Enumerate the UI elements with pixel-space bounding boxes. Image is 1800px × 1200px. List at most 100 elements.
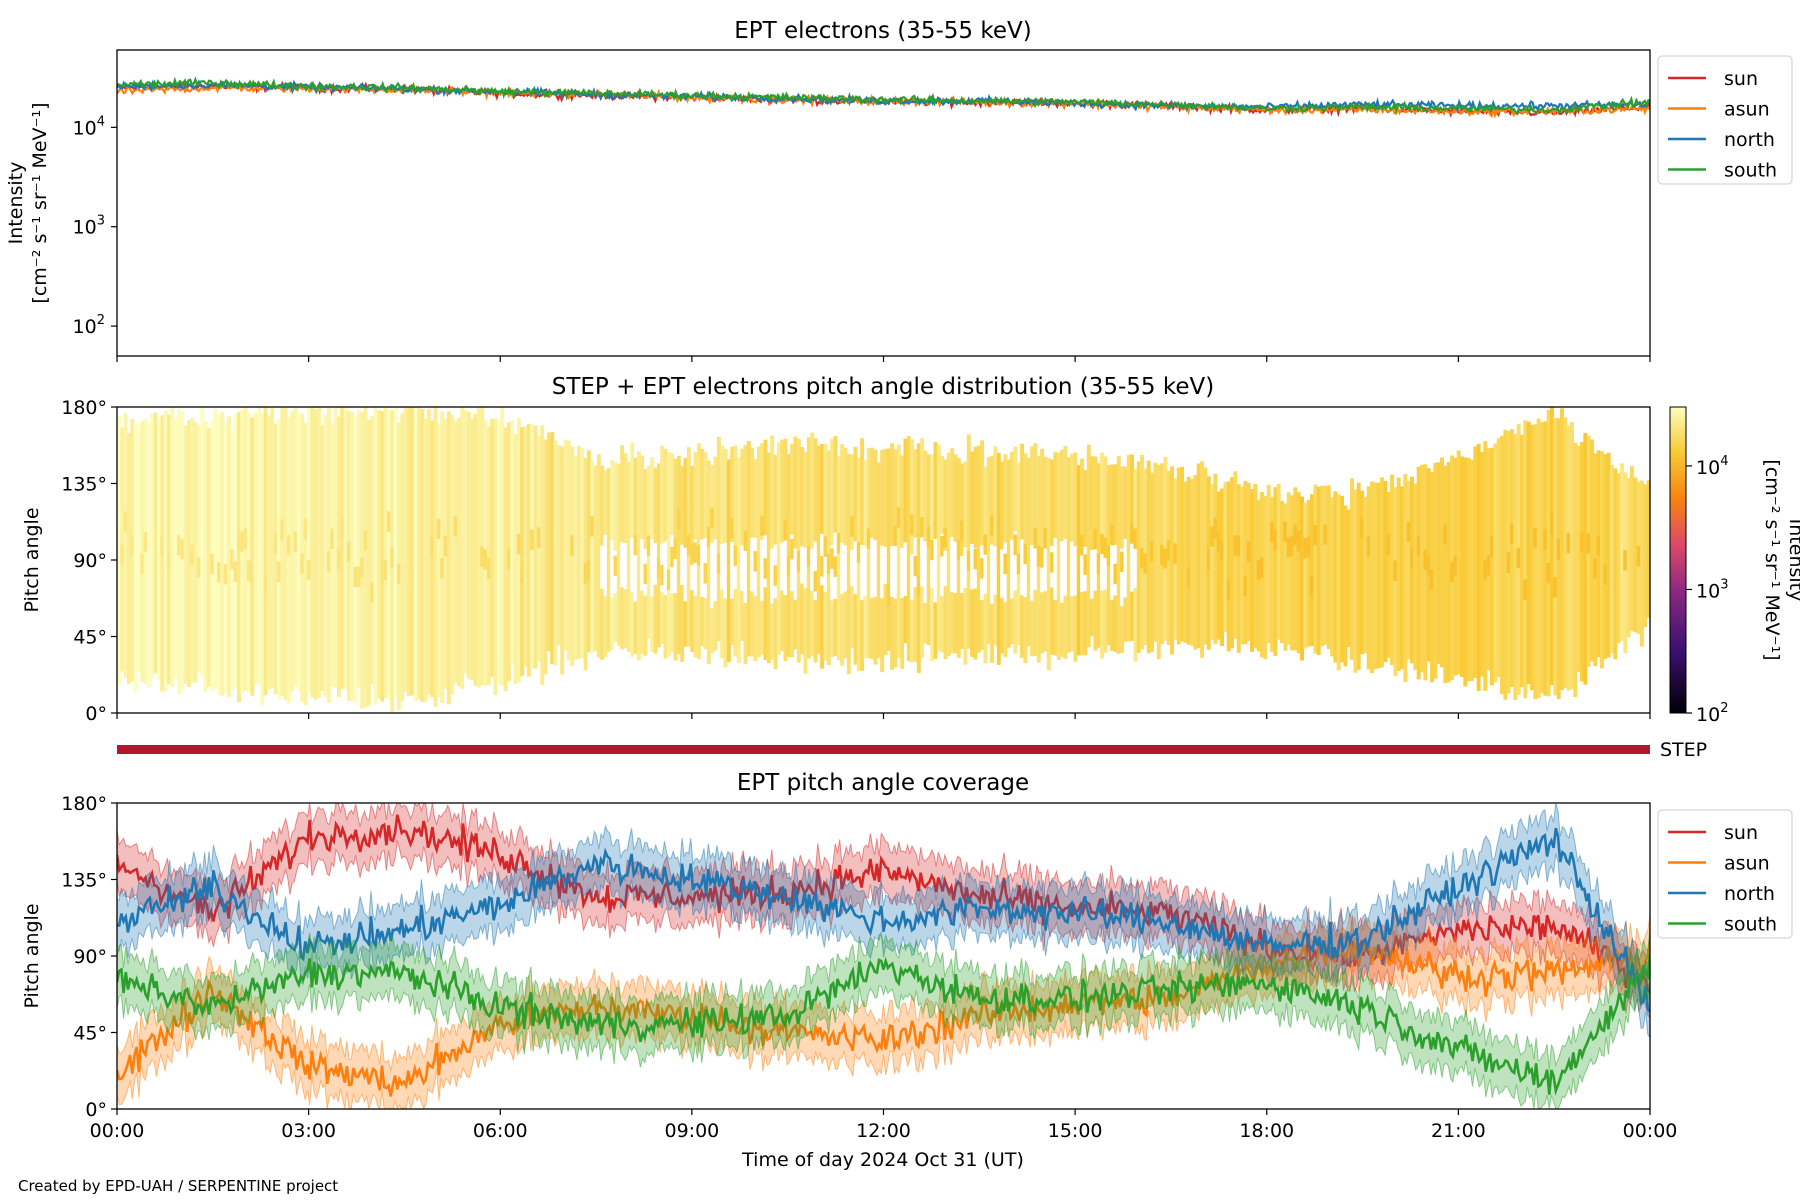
- pad-cell: [186, 420, 191, 688]
- pad-cell: [1120, 551, 1125, 573]
- pad-cell: [1380, 477, 1384, 668]
- pad-cell: [1296, 492, 1301, 654]
- pad-cell: [703, 563, 708, 584]
- pad-cell: [1490, 447, 1494, 686]
- pad-gap: [1110, 534, 1115, 600]
- pad-cell: [1076, 551, 1081, 572]
- pad-cell: [1586, 533, 1591, 554]
- pad-cell: [303, 518, 308, 540]
- pad-cell: [913, 555, 918, 577]
- pad-gap: [663, 541, 668, 595]
- pad-cell: [1533, 527, 1538, 549]
- pad-cell: [1270, 496, 1275, 652]
- pad-cell: [1373, 482, 1378, 670]
- pad-cell: [1266, 484, 1271, 644]
- coverage-panel-title: EPT pitch angle coverage: [737, 770, 1029, 796]
- pad-cell: [117, 415, 121, 685]
- pad-cell: [1056, 452, 1061, 660]
- pad-cell: [276, 561, 281, 583]
- pad-cell: [796, 438, 801, 663]
- coverage-legend: sun asun north south: [1657, 809, 1793, 939]
- pad-cell: [1496, 438, 1501, 677]
- pad-cell: [676, 455, 681, 655]
- pad-gap: [860, 544, 865, 601]
- pad-cell: [440, 411, 445, 703]
- pad-cell: [1366, 536, 1371, 557]
- pad-cell: [1313, 524, 1318, 546]
- pad-gap: [733, 553, 738, 589]
- intensity-legend-label-asun: asun: [1724, 99, 1770, 121]
- intensity-line-south: [117, 76, 1650, 116]
- pad-cell: [520, 427, 525, 677]
- pad-cell: [463, 410, 468, 674]
- pad-cell: [1366, 486, 1371, 670]
- pad-cell: [1423, 464, 1428, 681]
- pad-cell: [380, 411, 385, 702]
- pad-cell: [486, 558, 491, 579]
- pad-gap: [790, 534, 795, 592]
- pad-cell: [590, 460, 595, 654]
- pad-cell: [1533, 424, 1538, 700]
- pad-gap: [923, 541, 928, 603]
- pad-cell: [1216, 530, 1221, 552]
- pad-cell: [1256, 559, 1261, 581]
- pad-cell: [1193, 475, 1198, 650]
- pad-cell: [830, 548, 835, 569]
- pad-cell: [1443, 465, 1448, 684]
- pad-cell: [896, 507, 901, 528]
- pad-cell: [366, 420, 371, 706]
- pad-cell: [646, 535, 651, 556]
- pad-cell: [1050, 552, 1055, 573]
- pad-cell: [253, 412, 258, 684]
- pad-cell: [1086, 444, 1091, 648]
- pad-cell: [596, 454, 601, 658]
- pad-cell: [123, 413, 128, 679]
- pad-cell: [280, 408, 285, 696]
- pad-cell: [1346, 509, 1351, 648]
- pad-gap: [1123, 539, 1128, 598]
- pad-gap: [870, 537, 875, 598]
- pad-cell: [196, 557, 201, 578]
- pad-cell: [1340, 495, 1344, 663]
- pad-cell: [1216, 491, 1221, 640]
- pad-gap: [950, 537, 955, 592]
- pad-cell: [673, 538, 678, 559]
- pad-cell: [280, 519, 285, 540]
- pad-cell: [1213, 473, 1218, 644]
- pad-cell: [1390, 474, 1394, 666]
- pad-cell: [340, 516, 345, 538]
- pad-cell: [760, 515, 765, 536]
- pad-cell: [656, 558, 661, 579]
- pad-cell: [743, 530, 748, 551]
- pad-cell: [400, 413, 405, 702]
- colorbar-label-line2: [cm⁻² s⁻¹ sr⁻¹ MeV⁻¹]: [1761, 459, 1783, 660]
- pad-gap: [780, 542, 785, 591]
- pad-cell: [1290, 535, 1295, 556]
- pad-cell: [513, 434, 518, 685]
- pad-cell: [1463, 457, 1468, 687]
- pad-cell: [1190, 478, 1195, 646]
- pad-cell: [560, 446, 565, 675]
- pad-cell: [943, 527, 948, 548]
- pad-cell: [1246, 541, 1251, 562]
- pad-cell: [1563, 417, 1568, 688]
- pad-cell: [216, 414, 221, 695]
- pad-cell: [633, 534, 638, 556]
- pad-cell: [1156, 465, 1161, 660]
- pad-gap: [723, 542, 728, 599]
- pad-cell: [1393, 560, 1398, 581]
- coverage-x-tick-label: 09:00: [664, 1120, 719, 1142]
- pad-cell: [776, 442, 781, 655]
- pad-cell: [1386, 491, 1391, 658]
- pad-cell: [1066, 457, 1071, 653]
- pad-gap: [983, 541, 988, 594]
- coverage-x-ticks: 00:00 03:00 06:00 09:00 12:00 15:00 18:00 21:00…: [90, 1109, 1677, 1142]
- pad-cell: [1423, 549, 1428, 570]
- pad-panel: STEP + EPT electrons pitch angle distrib…: [21, 374, 1800, 726]
- pad-cell: [246, 560, 251, 581]
- pad-cell: [1236, 535, 1241, 557]
- pad-gap: [893, 542, 898, 599]
- pad-cell: [156, 420, 161, 682]
- pad-cell: [710, 508, 715, 529]
- pad-gap: [880, 545, 885, 598]
